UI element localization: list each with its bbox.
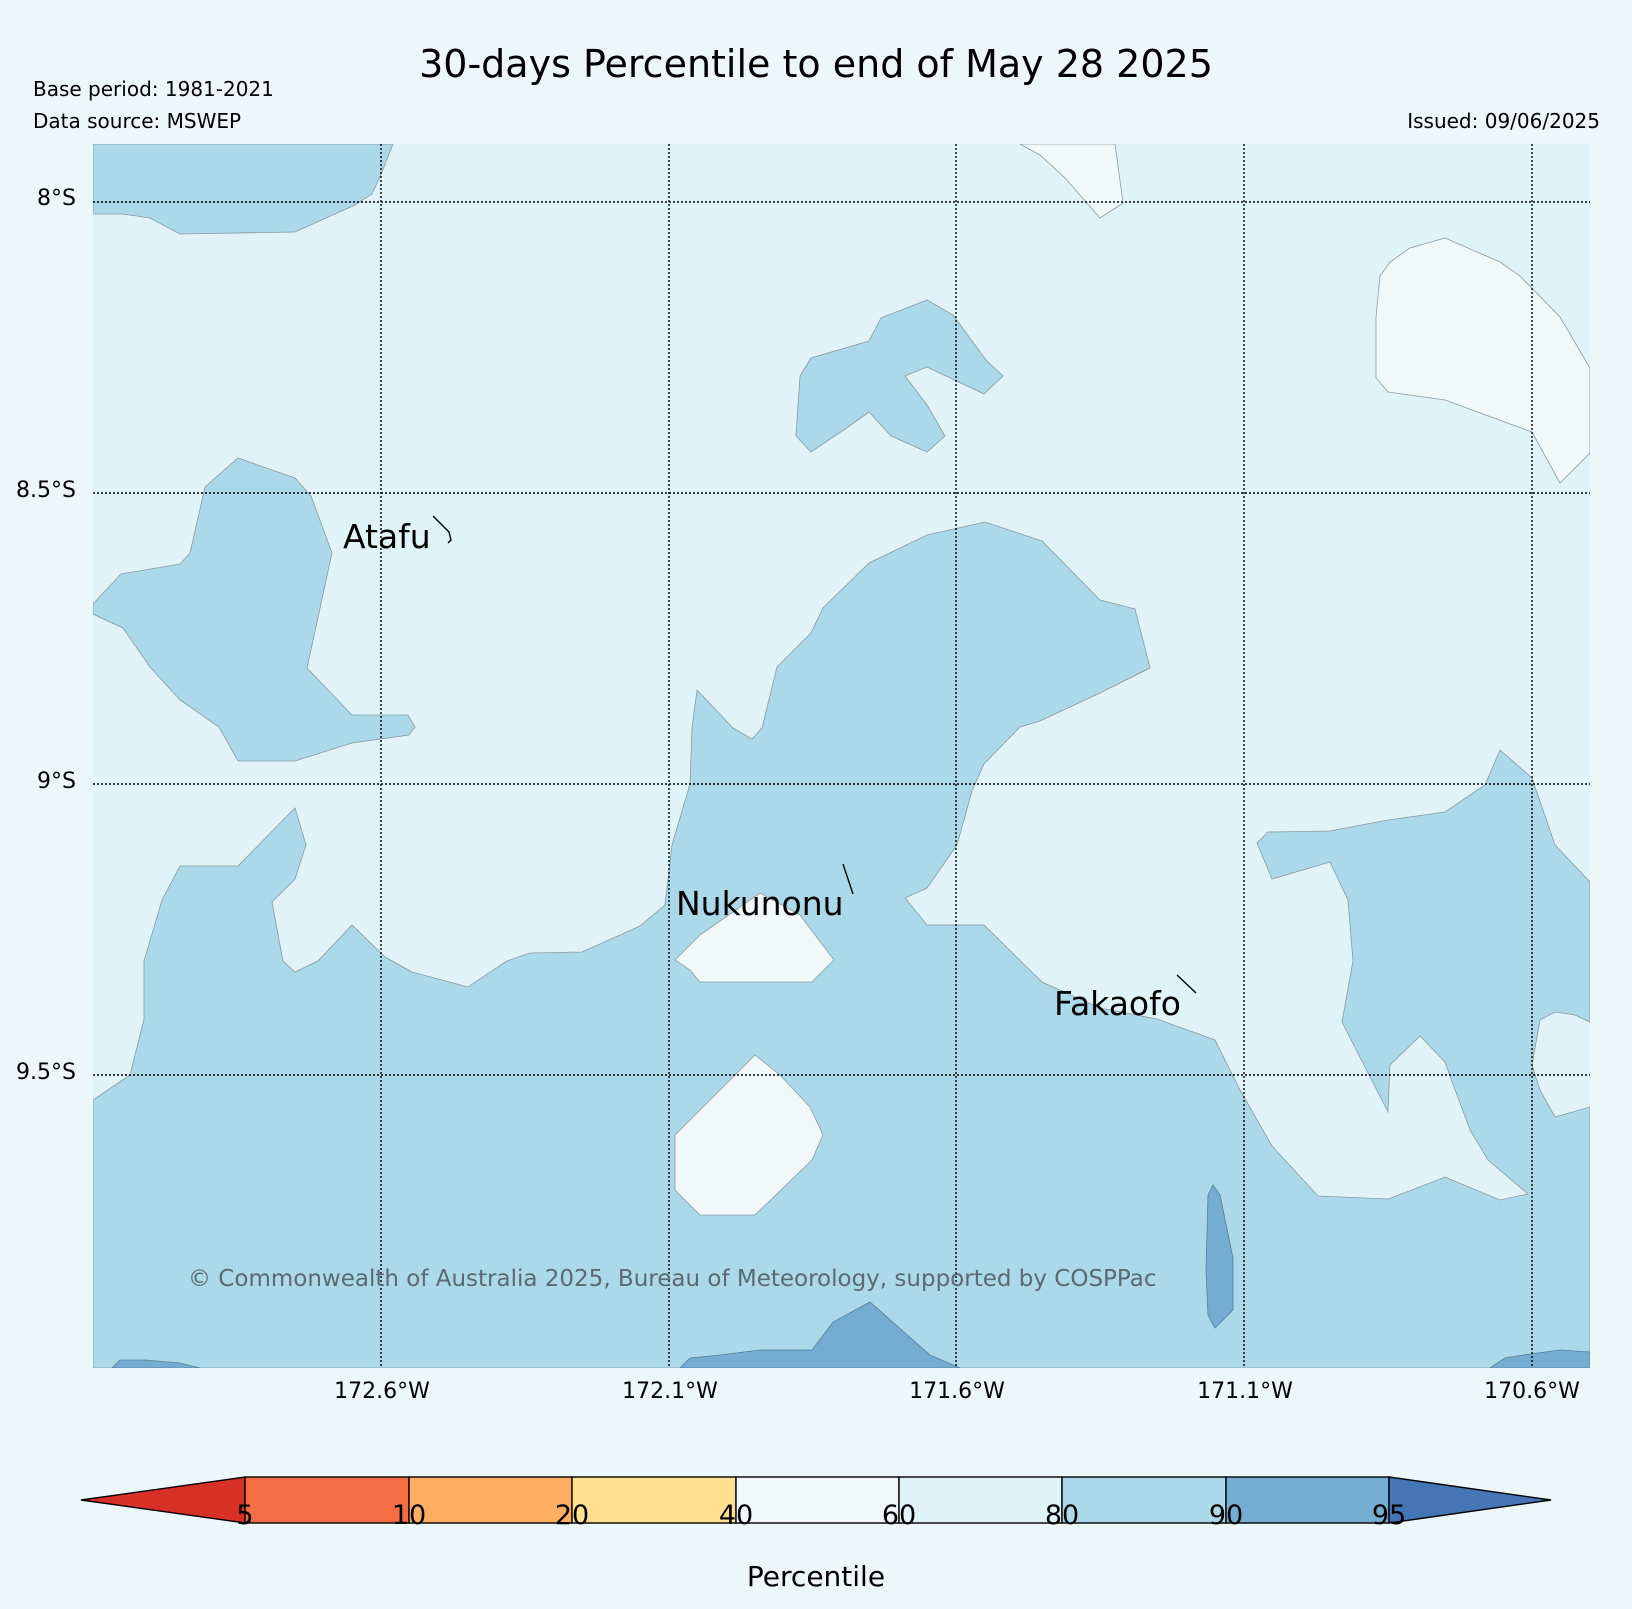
colorbar-tick: 90: [1208, 1500, 1244, 1531]
colorbar-swatch-60-80: [898, 1476, 1063, 1524]
colorbar-swatch-10-20: [408, 1476, 573, 1524]
graticule: [93, 144, 1590, 1368]
lat-label-8s: 8°S: [37, 186, 76, 211]
colorbar-swatch-above95: [1388, 1476, 1552, 1524]
colorbar-tick: 95: [1371, 1500, 1407, 1531]
lat-label-9s: 9°S: [37, 769, 76, 794]
contour-90-95-strip: [1205, 1184, 1234, 1329]
colorbar-tick: 80: [1044, 1500, 1080, 1531]
lon-label-170-6w: 170.6°W: [1484, 1379, 1580, 1404]
place-label-atafu: Atafu: [343, 517, 431, 556]
colorbar-tick: 20: [554, 1500, 590, 1531]
lon-label-172-1w: 172.1°W: [622, 1379, 718, 1404]
lon-label-172-6w: 172.6°W: [334, 1379, 430, 1404]
lon-label-171-6w: 171.6°W: [909, 1379, 1005, 1404]
colorbar-tick: 10: [391, 1500, 427, 1531]
fakaofo-atoll-shape: [1176, 974, 1197, 994]
lat-label-8-5s: 8.5°S: [16, 478, 76, 503]
map-title: 30-days Percentile to end of May 28 2025: [419, 42, 1213, 86]
contour-40-60-nukunonu-2: [674, 1054, 824, 1216]
contour-40-60-top-right: [1375, 237, 1590, 484]
copyright-notice: © Commonwealth of Australia 2025, Bureau…: [188, 1266, 1157, 1292]
atafu-atoll-shape: [432, 515, 452, 544]
contour-80-90-atafu-west: [93, 457, 416, 762]
colorbar-swatch-40-60: [735, 1476, 900, 1524]
lon-label-171-1w: 171.1°W: [1197, 1379, 1293, 1404]
colorbar-tick: 5: [236, 1500, 254, 1531]
colorbar-label: Percentile: [746, 1560, 886, 1593]
contour-90-95-bottom-right: [1489, 1349, 1590, 1368]
colorbar-swatch-90-95: [1225, 1476, 1390, 1524]
contour-40-60-top: [1019, 144, 1124, 219]
contour-40-60-nukunonu-1: [674, 892, 835, 983]
contour-80-90-main: [93, 521, 1590, 1368]
contour-80-90-top-left: [93, 144, 394, 235]
contour-80-90-central-north: [795, 299, 1004, 453]
place-label-nukunonu: Nukunonu: [676, 884, 844, 923]
contour-90-95-bottom-left: [111, 1359, 201, 1368]
lat-label-9-5s: 9.5°S: [16, 1060, 76, 1085]
nukunonu-atoll-shape: [842, 863, 854, 895]
colorbar-tick: 40: [718, 1500, 754, 1531]
map-area: [93, 144, 1590, 1368]
data-source: Data source: MSWEP: [33, 109, 242, 133]
colorbar: [80, 1476, 1552, 1524]
issued-date: Issued: 09/06/2025: [1407, 109, 1600, 133]
place-label-fakaofo: Fakaofo: [1054, 984, 1181, 1023]
colorbar-swatch-80-90: [1061, 1476, 1227, 1524]
colorbar-tick: 60: [881, 1500, 917, 1531]
base-period: Base period: 1981-2021: [33, 77, 274, 101]
contour-90-95-bottom-center: [679, 1301, 961, 1368]
